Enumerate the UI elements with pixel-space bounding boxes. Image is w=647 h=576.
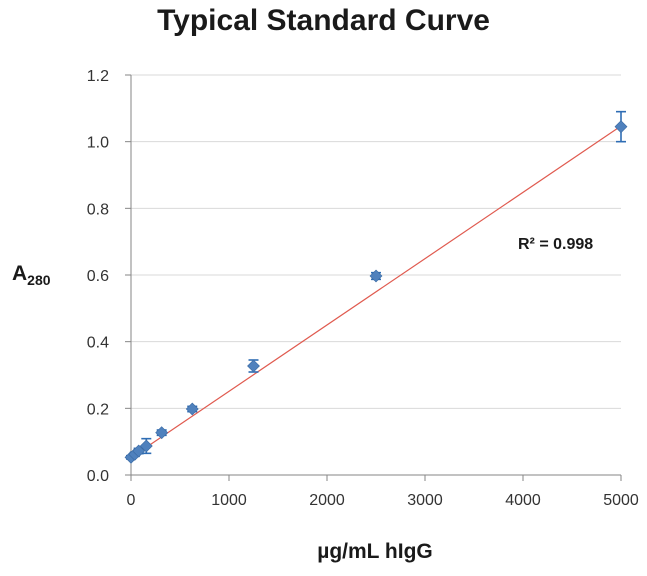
data-point (132, 444, 146, 458)
x-tick-label: 0 (127, 492, 136, 509)
data-point (369, 269, 383, 283)
y-tick-label: 0.0 (87, 468, 109, 485)
x-tick-label: 5000 (603, 492, 639, 509)
trendline-group (130, 125, 622, 459)
x-tick-label: 3000 (407, 492, 443, 509)
data-point (139, 439, 153, 453)
x-tick-label: 2000 (309, 492, 345, 509)
gridlines (131, 74, 621, 409)
y-tick-label: 1.2 (87, 68, 109, 85)
y-axis-label: A280 (12, 262, 51, 288)
y-tick-label: 0.6 (87, 268, 109, 285)
data-point (247, 359, 260, 373)
y-tick-label: 1.0 (87, 135, 109, 152)
x-tick-label: 1000 (211, 492, 247, 509)
data-point (155, 426, 169, 440)
x-tick-label: 4000 (505, 492, 541, 509)
y-tick-label: 0.2 (87, 401, 109, 418)
data-point (185, 402, 199, 416)
data-points (124, 120, 628, 464)
axes (125, 74, 622, 481)
trendline (130, 125, 622, 459)
y-tick-label: 0.8 (87, 201, 109, 218)
y-tick-labels: 0.0 0.2 0.4 0.6 0.8 1.0 1.2 (87, 68, 109, 485)
data-point (614, 120, 628, 134)
chart-title: Typical Standard Curve (157, 4, 490, 37)
y-axis-label-subscript: 280 (27, 272, 51, 288)
x-tick-labels: 0 1000 2000 3000 4000 5000 (127, 492, 639, 509)
y-tick-label: 0.4 (87, 335, 109, 352)
error-bars (126, 110, 626, 460)
r-squared-annotation: R² = 0.998 (518, 236, 593, 253)
x-axis-label: µg/mL hIgG (317, 540, 433, 563)
y-axis-label-main: A (12, 262, 28, 285)
